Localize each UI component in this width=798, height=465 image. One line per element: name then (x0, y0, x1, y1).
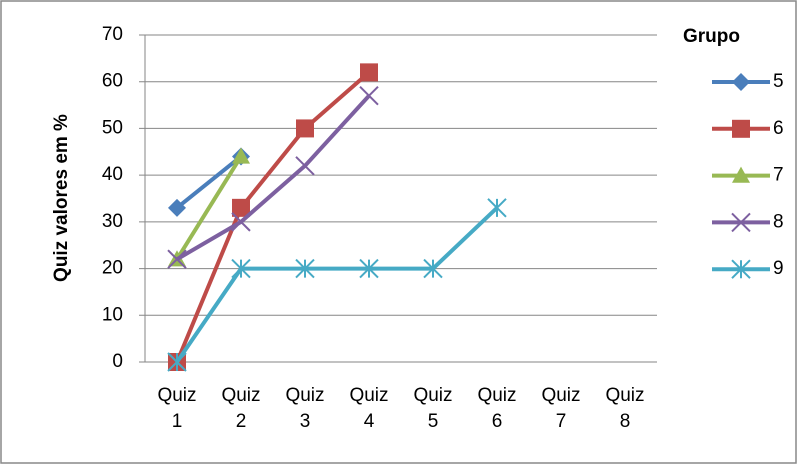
marker (231, 258, 251, 279)
legend-marker (731, 259, 751, 279)
legend-title: Grupo (683, 26, 740, 47)
series-line (175, 154, 243, 210)
y-tick-label: 20 (102, 258, 123, 279)
legend-label: 6 (773, 118, 784, 139)
y-tick-label: 0 (112, 351, 123, 372)
legend-label: 7 (773, 165, 784, 186)
marker (296, 119, 314, 138)
marker (423, 258, 443, 279)
legend-marker (731, 212, 751, 233)
x-tick-label: Quiz 3 (285, 385, 325, 432)
y-tick-label: 30 (102, 211, 123, 232)
y-axis-label: Quiz valores em % (51, 114, 72, 282)
marker (360, 63, 378, 82)
legend-label: 8 (773, 211, 784, 232)
legend-marker (732, 166, 750, 183)
marker (487, 198, 507, 218)
x-tick-label: Quiz 5 (413, 385, 453, 432)
y-tick-label: 50 (102, 117, 123, 138)
legend-marker (732, 119, 750, 138)
legend-marker (732, 73, 750, 91)
marker (167, 352, 187, 372)
marker (232, 198, 250, 217)
x-tick-label: Quiz 6 (477, 385, 517, 432)
legend-label: 5 (773, 71, 784, 92)
marker (232, 147, 250, 164)
marker (295, 156, 315, 176)
marker (359, 258, 379, 279)
series-line (175, 70, 371, 363)
marker (167, 249, 187, 269)
x-tick-label: Quiz 8 (605, 385, 645, 432)
marker (295, 258, 315, 279)
x-tick-label: Quiz 2 (221, 385, 261, 432)
series-line (175, 155, 243, 261)
marker (168, 198, 186, 217)
x-tick-label: Quiz 4 (349, 385, 389, 432)
series-line (175, 206, 499, 364)
y-tick-label: 70 (102, 24, 123, 45)
marker (359, 86, 379, 106)
x-tick-label: Quiz 1 (157, 385, 197, 432)
series-line (175, 94, 371, 261)
legend-label: 9 (773, 258, 784, 279)
x-tick-label: Quiz 7 (541, 385, 581, 432)
marker (231, 212, 251, 232)
y-tick-label: 10 (102, 304, 123, 325)
y-tick-label: 40 (102, 164, 123, 185)
y-tick-label: 60 (102, 71, 123, 92)
